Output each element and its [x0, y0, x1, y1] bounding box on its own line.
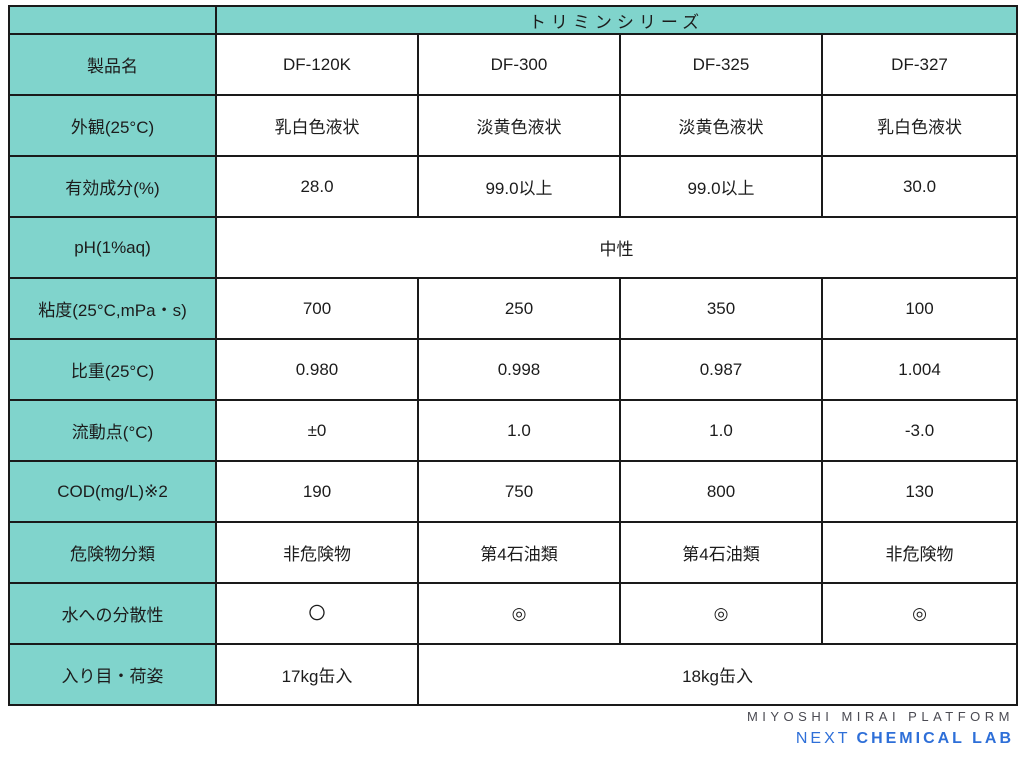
spec-value-cell-merged: 18kg缶入 — [416, 643, 1019, 706]
spec-value-cell: 非危険物 — [820, 521, 1019, 584]
spec-value-cell: 0.998 — [417, 338, 621, 401]
row-cod: COD(mg/L)※2 190 750 800 130 — [8, 460, 1019, 523]
row-label-cod: COD(mg/L)※2 — [8, 460, 217, 523]
row-specific-gravity: 比重(25°C) 0.980 0.998 0.987 1.004 — [8, 338, 1019, 401]
spec-value-cell: DF-120K — [215, 33, 419, 96]
spec-value-cell: 17kg缶入 — [215, 643, 419, 706]
row-packaging: 入り目・荷姿 17kg缶入 18kg缶入 — [8, 643, 1019, 706]
spec-value-cell: 第4石油類 — [417, 521, 621, 584]
brand-footer: MIYOSHI MIRAI PLATFORM NEXT CHEMICAL LAB — [747, 708, 1014, 750]
spec-value-cell: 0.987 — [619, 338, 823, 401]
brand-platform-text: MIYOSHI MIRAI PLATFORM — [746, 709, 1014, 724]
spec-value-cell: 第4石油類 — [619, 521, 823, 584]
row-label-water-dispersibility: 水への分散性 — [8, 582, 217, 645]
table-title-row: トリミンシリーズ — [8, 5, 1019, 35]
row-product-name: 製品名 DF-120K DF-300 DF-325 DF-327 — [8, 33, 1019, 96]
row-label-hazard-class: 危険物分類 — [8, 521, 217, 584]
spec-value-cell: ±0 — [215, 399, 419, 462]
spec-value-cell: 1.0 — [417, 399, 621, 462]
spec-value-cell-merged: 中性 — [214, 216, 1019, 279]
spec-value-cell: 99.0以上 — [619, 155, 823, 218]
spec-value-cell: DF-327 — [820, 33, 1019, 96]
spec-value-cell: 1.0 — [619, 399, 823, 462]
spec-value-cell: 99.0以上 — [417, 155, 621, 218]
brand-logo-text: NEXT CHEMICAL LAB — [796, 727, 1014, 750]
spec-value-cell: DF-325 — [619, 33, 823, 96]
row-pour-point: 流動点(°C) ±0 1.0 1.0 -3.0 — [8, 399, 1019, 462]
row-label-active-content: 有効成分(%) — [8, 155, 217, 218]
spec-value-cell: 淡黄色液状 — [619, 94, 823, 157]
spec-value-cell: 750 — [417, 460, 621, 523]
spec-value-cell: 乳白色液状 — [215, 94, 419, 157]
row-label-product-name: 製品名 — [8, 33, 217, 96]
spec-value-cell: DF-300 — [417, 33, 621, 96]
spec-value-cell: 700 — [215, 277, 419, 340]
row-label-pour-point: 流動点(°C) — [8, 399, 217, 462]
rating-circle-symbol: 〇 — [215, 582, 419, 645]
rating-double-circle-symbol: ◎ — [619, 582, 823, 645]
row-water-dispersibility: 水への分散性 〇 ◎ ◎ ◎ — [8, 582, 1019, 645]
brand-logo-chemical-lab: CHEMICAL LAB — [856, 729, 1014, 747]
row-ph: pH(1%aq) 中性 — [8, 216, 1019, 279]
spec-value-cell: 350 — [619, 277, 823, 340]
row-label-specific-gravity: 比重(25°C) — [8, 338, 217, 401]
spec-value-cell: 0.980 — [215, 338, 419, 401]
rating-double-circle-symbol: ◎ — [417, 582, 621, 645]
row-viscosity: 粘度(25°C,mPa・s) 700 250 350 100 — [8, 277, 1019, 340]
row-hazard-class: 危険物分類 非危険物 第4石油類 第4石油類 非危険物 — [8, 521, 1019, 584]
spec-value-cell: 乳白色液状 — [820, 94, 1019, 157]
row-label-packaging: 入り目・荷姿 — [8, 643, 217, 706]
rating-double-circle-symbol: ◎ — [820, 582, 1019, 645]
spec-value-cell: 28.0 — [215, 155, 419, 218]
spec-value-cell: 250 — [417, 277, 621, 340]
spec-value-cell: 淡黄色液状 — [417, 94, 621, 157]
product-spec-table: トリミンシリーズ 製品名 DF-120K DF-300 DF-325 DF-32… — [8, 5, 1019, 706]
spec-value-cell: 100 — [820, 277, 1019, 340]
row-label-appearance: 外観(25°C) — [8, 94, 217, 157]
row-label-viscosity: 粘度(25°C,mPa・s) — [8, 277, 217, 340]
spec-value-cell: -3.0 — [820, 399, 1019, 462]
row-active-content: 有効成分(%) 28.0 99.0以上 99.0以上 30.0 — [8, 155, 1019, 218]
brand-logo-next: NEXT — [795, 729, 851, 747]
spec-value-cell: 非危険物 — [215, 521, 419, 584]
spec-value-cell: 1.004 — [820, 338, 1019, 401]
spec-value-cell: 800 — [619, 460, 823, 523]
row-appearance: 外観(25°C) 乳白色液状 淡黄色液状 淡黄色液状 乳白色液状 — [8, 94, 1019, 157]
row-label-ph: pH(1%aq) — [8, 216, 217, 279]
spec-value-cell: 30.0 — [820, 155, 1019, 218]
spec-value-cell: 190 — [215, 460, 419, 523]
series-title: トリミンシリーズ — [214, 5, 1019, 35]
corner-cell — [8, 5, 217, 35]
spec-value-cell: 130 — [820, 460, 1019, 523]
